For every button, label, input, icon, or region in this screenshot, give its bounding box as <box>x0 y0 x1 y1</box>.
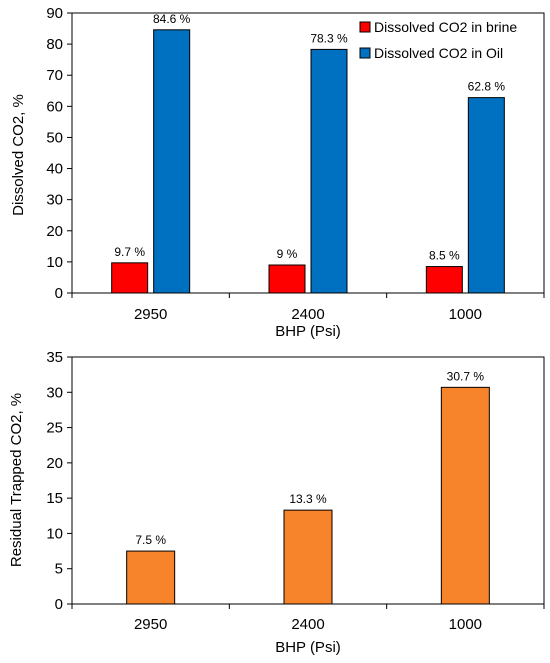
y-tick-label: 10 <box>46 254 63 271</box>
data-label: 84.6 % <box>153 12 191 26</box>
bar <box>268 264 306 294</box>
data-label: 62.8 % <box>468 80 506 94</box>
y-tick-label: 25 <box>46 420 63 437</box>
bar <box>467 97 505 294</box>
x-axis-ticks <box>71 604 545 609</box>
category-label: 2400 <box>291 306 324 323</box>
y-tick-label: 50 <box>46 129 63 146</box>
legend-label-oil: Dissolved CO2 in Oil <box>374 45 503 61</box>
y-tick-label: 20 <box>46 455 63 472</box>
data-label: 9 % <box>277 247 298 261</box>
data-label: 9.7 % <box>114 245 145 259</box>
y-tick-label: 20 <box>46 223 63 240</box>
legend: Dissolved CO2 in brine Dissolved CO2 in … <box>359 19 517 61</box>
data-label: 78.3 % <box>310 31 348 45</box>
data-labels: 9.7 % 9 % 8.5 % 84.6 % 78.3 % 62.8 % <box>114 12 505 263</box>
bar <box>440 386 490 605</box>
y-tick-label: 40 <box>46 161 63 178</box>
y-tick-label: 0 <box>55 285 63 302</box>
category-label: 2950 <box>134 306 167 323</box>
data-label: 13.3 % <box>289 492 327 506</box>
category-labels: 2950 2400 1000 <box>134 616 482 633</box>
y-tick-label: 90 <box>46 5 63 22</box>
y-tick-label: 0 <box>55 596 63 613</box>
legend-swatch-brine <box>359 21 371 33</box>
x-axis-title: BHP (Psi) <box>275 639 341 656</box>
category-label: 1000 <box>449 616 482 633</box>
legend-swatch-oil <box>359 47 371 59</box>
bar <box>310 48 348 294</box>
bars <box>126 386 490 605</box>
bars <box>111 29 505 294</box>
y-tick-label: 5 <box>55 561 63 578</box>
bar <box>283 509 333 605</box>
y-axis-title: Dissolved CO2, % <box>10 94 27 216</box>
y-tick-label: 30 <box>46 192 63 209</box>
y-tick-label: 35 <box>46 349 63 366</box>
bar <box>111 262 149 294</box>
y-tick-label: 15 <box>46 490 63 507</box>
y-tick-label: 70 <box>46 67 63 84</box>
residual-trapped-co2-chart: 0 5 10 15 20 25 30 35 7.5 % 13.3 % 30.7 % 2950 240… <box>8 349 545 656</box>
x-axis-ticks <box>71 293 545 298</box>
y-axis-title: Residual Trapped CO2, % <box>8 393 25 567</box>
category-label: 2400 <box>291 616 324 633</box>
y-tick-label: 10 <box>46 525 63 542</box>
plot-area <box>71 12 545 294</box>
data-labels: 7.5 % 13.3 % 30.7 % <box>135 369 484 547</box>
y-axis-ticks: 0 5 10 15 20 25 30 35 <box>46 349 72 613</box>
category-labels: 2950 2400 1000 <box>134 306 482 323</box>
bar <box>126 550 176 605</box>
dissolved-co2-chart: 0 10 20 30 40 50 60 70 80 90 9.7 % 9 % 8.5 % 84.6 % 7… <box>10 5 545 340</box>
y-axis-ticks: 0 10 20 30 40 50 60 70 80 90 <box>46 5 72 302</box>
category-label: 1000 <box>449 306 482 323</box>
y-tick-label: 80 <box>46 36 63 53</box>
data-label: 8.5 % <box>429 249 460 263</box>
category-label: 2950 <box>134 616 167 633</box>
legend-label-brine: Dissolved CO2 in brine <box>374 19 517 35</box>
y-tick-label: 30 <box>46 384 63 401</box>
data-label: 30.7 % <box>447 369 485 383</box>
x-axis-title: BHP (Psi) <box>275 323 341 340</box>
bar <box>425 266 463 294</box>
y-tick-label: 60 <box>46 98 63 115</box>
bar <box>153 29 191 294</box>
data-label: 7.5 % <box>135 533 166 547</box>
